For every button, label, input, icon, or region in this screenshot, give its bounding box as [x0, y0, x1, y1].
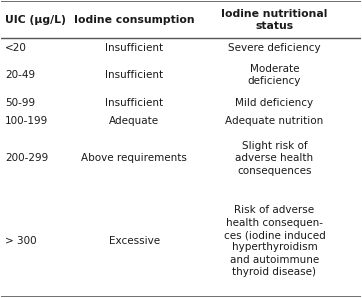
Text: Risk of adverse
health consequen-
ces (iodine induced
hyperthyroidism
and autoim: Risk of adverse health consequen- ces (i… [223, 205, 325, 277]
Text: 100-199: 100-199 [5, 116, 48, 126]
Text: Slight risk of
adverse health
consequences: Slight risk of adverse health consequenc… [235, 141, 313, 176]
Text: Insufficient: Insufficient [105, 43, 163, 52]
Text: Insufficient: Insufficient [105, 98, 163, 108]
Text: <20: <20 [5, 43, 27, 52]
Text: Mild deficiency: Mild deficiency [235, 98, 313, 108]
Text: Iodine nutritional
status: Iodine nutritional status [221, 9, 328, 31]
Text: Moderate
deficiency: Moderate deficiency [248, 64, 301, 86]
Text: UIC (μg/L): UIC (μg/L) [5, 15, 66, 25]
Text: > 300: > 300 [5, 236, 37, 246]
Text: Adequate nutrition: Adequate nutrition [225, 116, 324, 126]
Text: 20-49: 20-49 [5, 70, 35, 80]
Text: Above requirements: Above requirements [81, 153, 187, 163]
Text: Severe deficiency: Severe deficiency [228, 43, 321, 52]
Text: Iodine consumption: Iodine consumption [74, 15, 195, 25]
Text: Adequate: Adequate [109, 116, 159, 126]
Text: 50-99: 50-99 [5, 98, 35, 108]
Text: Excessive: Excessive [109, 236, 160, 246]
Text: Insufficient: Insufficient [105, 70, 163, 80]
Text: 200-299: 200-299 [5, 153, 48, 163]
